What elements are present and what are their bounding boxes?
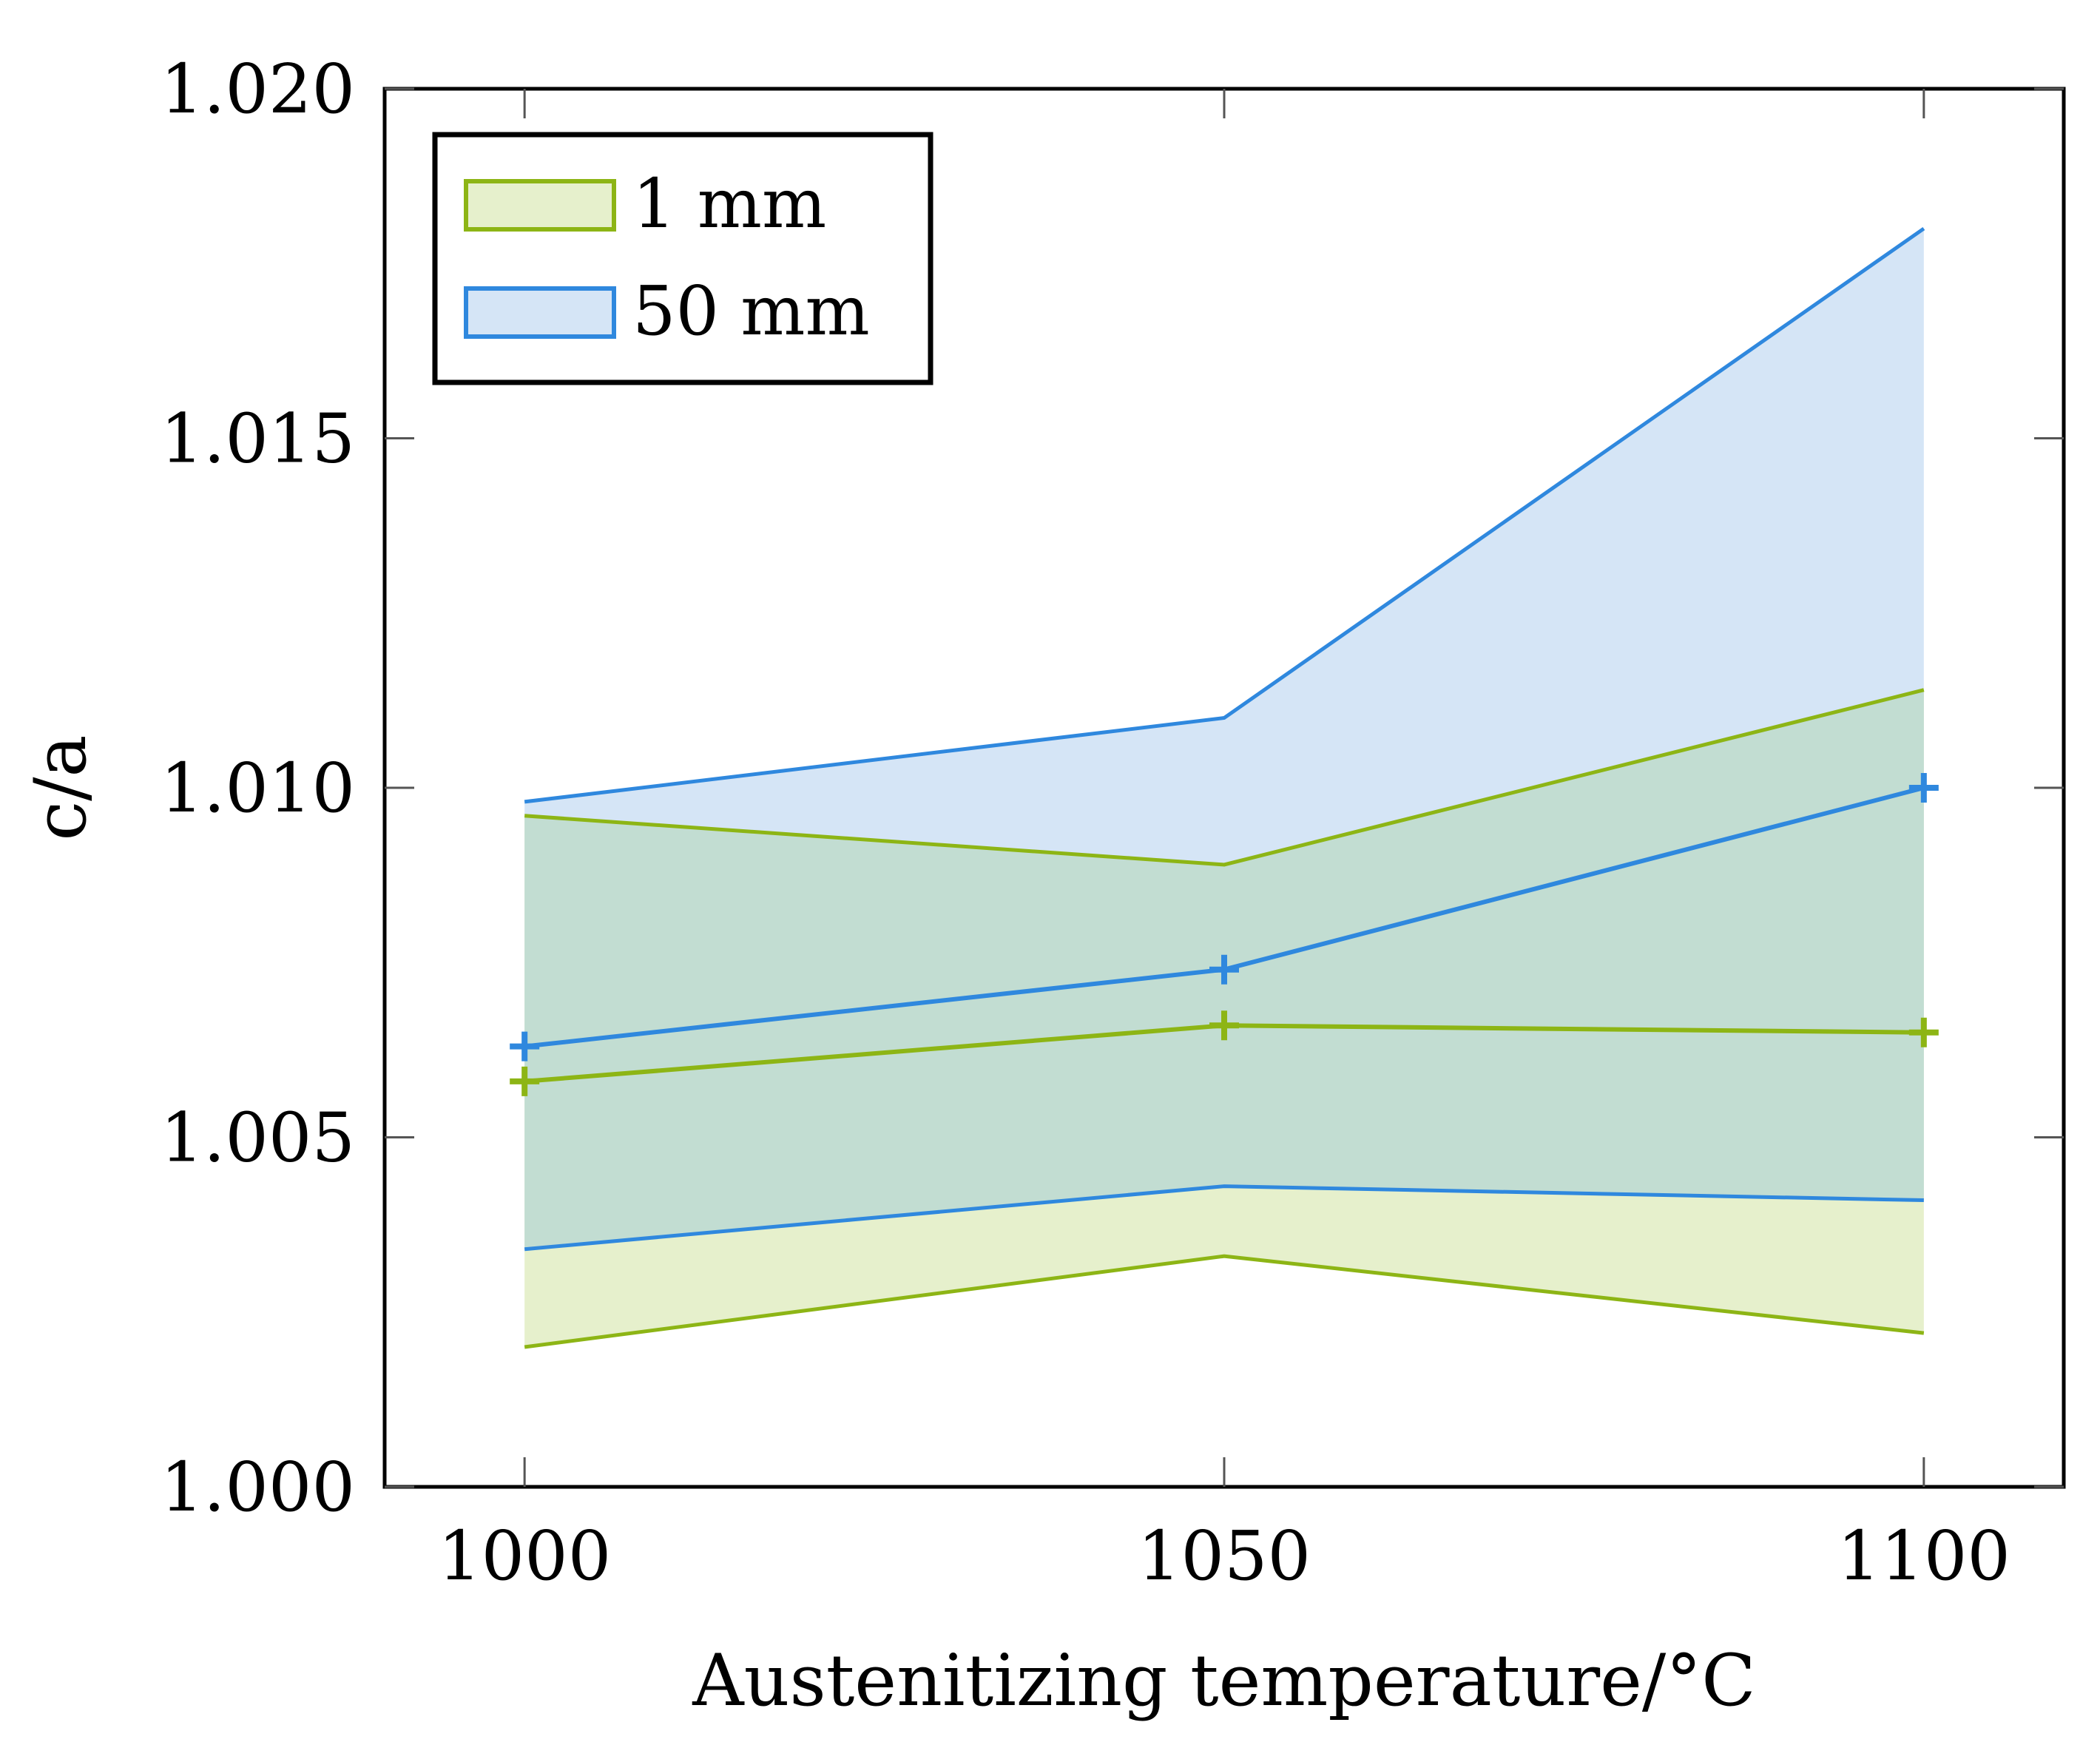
x-tick-label-1000: 1000	[438, 1516, 611, 1596]
marker-1mm-1050	[1209, 1010, 1239, 1041]
legend-label-1mm: 1 mm	[632, 164, 826, 243]
x-tick-label-1050: 1050	[1138, 1516, 1311, 1596]
y-tick-label-1.015: 1.015	[161, 399, 355, 479]
y-tick-label-1.010: 1.010	[161, 749, 355, 828]
x-axis-label: Austenitizing temperature/°C	[692, 1639, 1755, 1722]
marker-50mm-1100	[1908, 773, 1939, 803]
marker-50mm-1050	[1209, 954, 1239, 985]
legend-swatch-1mm	[464, 179, 616, 232]
lower-line-50mm	[524, 1184, 1924, 1252]
legend-box	[432, 132, 933, 385]
legend-swatch-50mm	[464, 286, 616, 339]
legend-label-50mm: 50 mm	[632, 271, 870, 351]
y-tick-label-1.000: 1.000	[161, 1448, 355, 1527]
lower-line-1mm	[524, 1254, 1925, 1349]
band-layer	[524, 229, 1924, 1347]
y-axis-label: c/a	[19, 735, 102, 840]
line-layer	[510, 226, 1939, 1349]
upper-line-1mm	[524, 688, 1925, 867]
y-tick-label-1.005: 1.005	[161, 1098, 355, 1178]
marker-1mm-1100	[1908, 1017, 1939, 1047]
x-tick-label-1100: 1100	[1837, 1516, 2010, 1596]
marker-50mm-1000	[510, 1031, 540, 1061]
upper-line-50mm	[524, 226, 1925, 804]
marker-1mm-1000	[510, 1066, 540, 1096]
y-tick-label-1.020: 1.020	[161, 50, 355, 129]
legend: 1 mm 50 mm	[432, 132, 933, 385]
tick-layer: 1000 1050 1100 1.000 1.005 1.010 1.015 1.020	[161, 50, 2064, 1596]
